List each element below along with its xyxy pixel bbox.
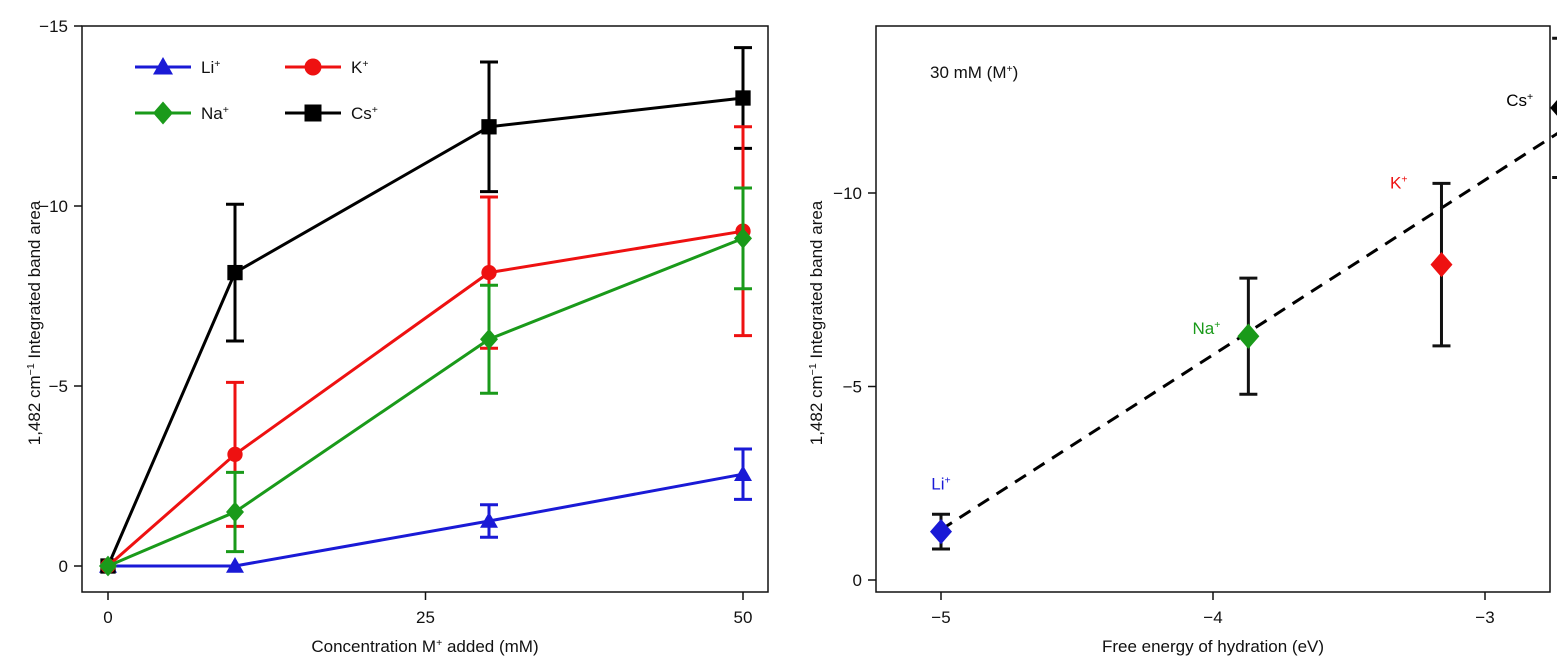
series-line [107, 229, 744, 568]
data-point [99, 555, 117, 577]
fit-line [940, 131, 1557, 531]
legend-label: Li+ [201, 58, 220, 77]
series-cs [100, 46, 752, 574]
point-k: K+ [1390, 174, 1453, 348]
data-point [1550, 99, 1557, 116]
series-k [100, 125, 752, 574]
series-li [99, 447, 752, 573]
point-label: Na+ [1192, 319, 1220, 338]
legend-marker [153, 57, 173, 75]
x-tick-label: −5 [931, 608, 950, 627]
legend-marker [153, 101, 173, 125]
x-axis-label: Concentration M+ added (mM) [311, 637, 538, 656]
series-line [107, 237, 744, 568]
data-point [226, 557, 244, 573]
y-tick-label: 0 [853, 571, 862, 590]
data-point [227, 264, 243, 281]
annotation: 30 mM (M+) [930, 63, 1018, 82]
data-point [930, 518, 952, 545]
data-point [734, 465, 752, 481]
data-point [1430, 251, 1453, 278]
y-tick-label: 0 [59, 557, 68, 576]
legend-label: Na+ [201, 104, 229, 123]
panel-b: −5 −4 −3 0 −5 −10 Free energy of hydration (eV… [807, 25, 1557, 656]
panel-b-frame [875, 25, 1551, 593]
data-point [226, 501, 244, 523]
x-tick-label: 25 [416, 608, 435, 627]
point-label: Cs+ [1506, 91, 1533, 110]
legend-marker [304, 58, 322, 76]
y-axis-label: 1,482 cm−1 Integrated band area [25, 200, 44, 445]
data-point [227, 446, 243, 463]
y-tick-label: −15 [39, 17, 68, 36]
y-tick-label: −5 [843, 378, 862, 397]
x-tick-label: 0 [103, 608, 112, 627]
x-tick-label: 50 [734, 608, 753, 627]
y-tick-label: −10 [833, 184, 862, 203]
point-label: Li+ [931, 475, 950, 494]
legend-label: K+ [351, 58, 369, 77]
y-tick-label: −5 [49, 377, 68, 396]
data-point [1237, 323, 1260, 349]
x-tick-label: −4 [1203, 608, 1222, 627]
data-point [734, 228, 752, 249]
legend-marker [304, 104, 322, 122]
point-li: Li+ [930, 475, 952, 551]
legend: Li+ K+ Na+ Cs+ [135, 57, 378, 125]
data-point [480, 512, 498, 528]
data-point [480, 328, 498, 350]
panel-a: 0 25 50 0 −5 −10 −15 Concentration M+ added (mM… [25, 17, 769, 656]
data-point [481, 264, 497, 281]
series-line [106, 96, 744, 567]
x-axis-label: Free energy of hydration (eV) [1102, 637, 1324, 656]
point-cs: Cs+ [1506, 36, 1557, 180]
x-tick-label: −3 [1475, 608, 1494, 627]
series-line [108, 472, 744, 568]
data-point [481, 119, 497, 135]
y-tick-label: −10 [39, 197, 68, 216]
panel-a-frame [81, 25, 769, 593]
y-axis-label: 1,482 cm−1 Integrated band area [807, 200, 826, 445]
point-label: K+ [1390, 174, 1408, 193]
point-na: Na+ [1192, 276, 1260, 396]
data-point [735, 90, 751, 106]
series-na [99, 186, 752, 577]
legend-label: Cs+ [351, 104, 378, 123]
